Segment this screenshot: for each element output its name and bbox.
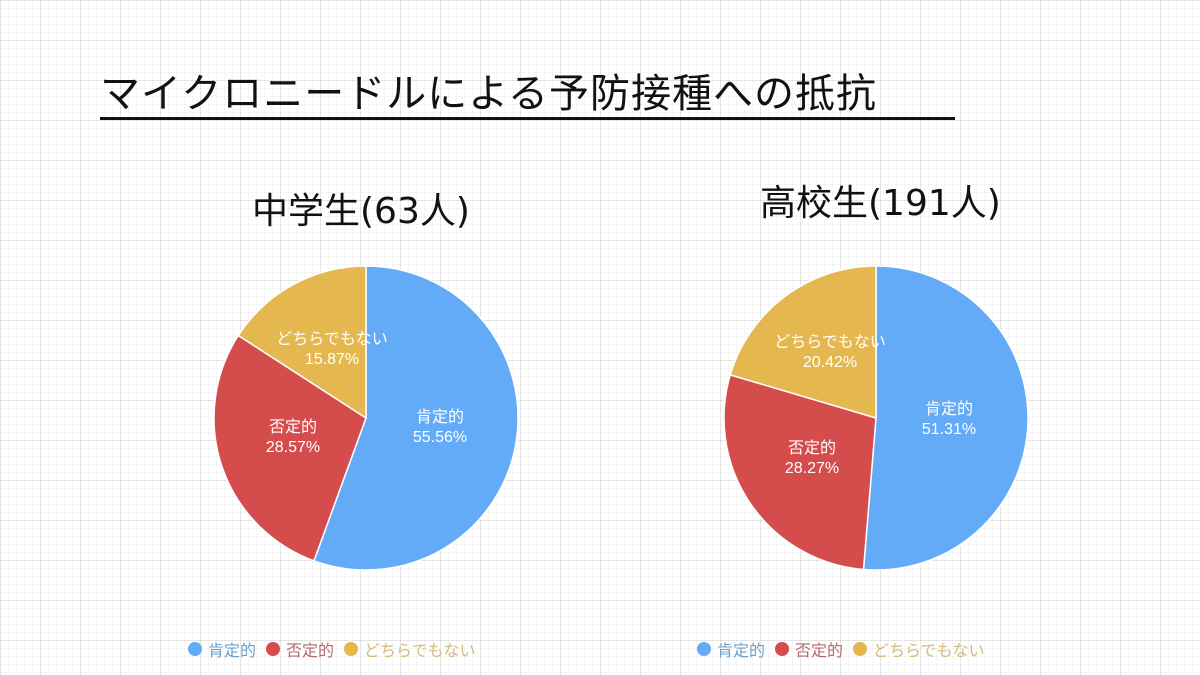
pie-svg [723, 265, 1029, 571]
chart-title-high-school: 高校生(191人) [760, 183, 1001, 224]
legend-dot-icon [344, 642, 359, 656]
legend-dot-icon [697, 642, 711, 656]
slice-label-negative: 否定的 28.27% [784, 440, 840, 477]
slice-label-negative: 否定的 28.57% [265, 419, 321, 456]
pie-chart-high-school: 肯定的 51.31% 否定的 28.27% どちらでもない 20.42% [716, 258, 1036, 578]
title-underline [100, 117, 955, 120]
slice-positive [313, 265, 519, 571]
slice-label-neutral: どちらでもない 15.87% [276, 331, 388, 368]
legend-item-negative[interactable]: 否定的 [266, 637, 334, 661]
slice-label-positive: 肯定的 55.56% [412, 409, 468, 446]
legend-item-neutral[interactable]: どちらでもない [853, 637, 985, 661]
page-title: マイクロニードルによる予防接種への抵抗 [100, 71, 877, 117]
slice-positive [862, 265, 1029, 571]
pie-chart-junior-high: 肯定的 55.56% 否定的 28.57% どちらでもない 15.87% [206, 258, 526, 578]
legend-dot-icon [188, 642, 202, 656]
legend-junior-high: 肯定的 否定的 どちらでもない [188, 638, 486, 660]
legend-item-positive[interactable]: 肯定的 [697, 637, 765, 661]
legend-dot-icon [266, 642, 281, 656]
slice-negative [723, 373, 877, 571]
chart-title-junior-high: 中学生(63人) [252, 191, 470, 232]
slice-neutral [237, 265, 367, 420]
slice-label-positive: 肯定的 51.31% [921, 401, 977, 438]
legend-high-school: 肯定的 否定的 どちらでもない [697, 638, 995, 660]
legend-item-positive[interactable]: 肯定的 [188, 637, 256, 661]
legend-dot-icon [775, 642, 790, 656]
legend-dot-icon [853, 642, 868, 656]
slice-negative [213, 334, 367, 562]
slice-neutral [729, 265, 877, 420]
slice-label-neutral: どちらでもない 20.42% [774, 334, 886, 371]
pie-svg [213, 265, 519, 571]
legend-item-neutral[interactable]: どちらでもない [344, 637, 476, 661]
legend-item-negative[interactable]: 否定的 [775, 637, 843, 661]
